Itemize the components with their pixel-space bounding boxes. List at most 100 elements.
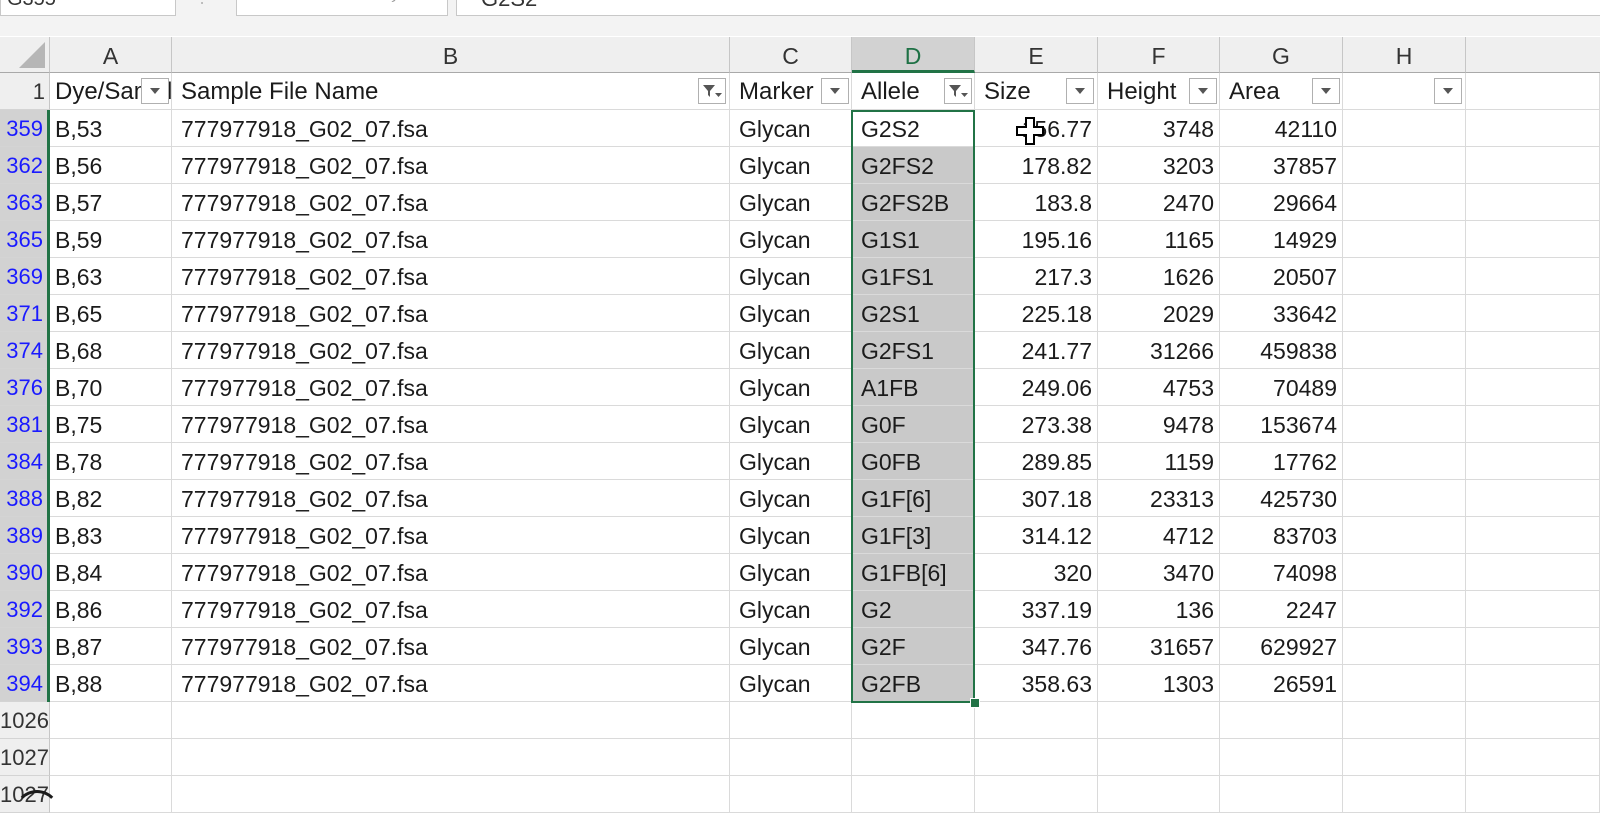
row-header[interactable]: 363 — [0, 184, 50, 221]
cell-size[interactable]: 249.06 — [975, 369, 1098, 406]
cell-size[interactable]: 273.38 — [975, 406, 1098, 443]
cell-allele[interactable]: G2FS1 — [852, 332, 975, 369]
cell-empty[interactable] — [1466, 480, 1600, 517]
cell-size[interactable]: 217.3 — [975, 258, 1098, 295]
cell-size[interactable]: 225.18 — [975, 295, 1098, 332]
cell-sample-file[interactable]: 777977918_G02_07.fsa — [172, 369, 730, 406]
cell-marker[interactable]: Glycan — [730, 258, 852, 295]
header-cell-d[interactable]: Allele — [852, 73, 975, 110]
cell-height[interactable]: 1159 — [1098, 443, 1220, 480]
cell-size[interactable]: 337.19 — [975, 591, 1098, 628]
cell-empty[interactable] — [1343, 702, 1466, 739]
row-header[interactable]: 389 — [0, 517, 50, 554]
column-header-e[interactable]: E — [975, 37, 1098, 73]
cell-empty[interactable] — [1466, 702, 1600, 739]
cell-area[interactable]: 629927 — [1220, 628, 1343, 665]
cell-area[interactable]: 29664 — [1220, 184, 1343, 221]
cell-size[interactable]: 347.76 — [975, 628, 1098, 665]
cell-sample-file[interactable]: 777977918_G02_07.fsa — [172, 591, 730, 628]
cell-area[interactable]: 42110 — [1220, 110, 1343, 147]
cell-empty[interactable] — [1466, 406, 1600, 443]
cell-marker[interactable]: Glycan — [730, 332, 852, 369]
cell-dye-sample[interactable]: B,84 — [50, 554, 172, 591]
cell-height[interactable]: 9478 — [1098, 406, 1220, 443]
cell-empty[interactable] — [1466, 739, 1600, 776]
cell-empty[interactable] — [1220, 776, 1343, 813]
cell-height[interactable]: 3470 — [1098, 554, 1220, 591]
cell-empty[interactable] — [1466, 258, 1600, 295]
cell-size[interactable]: 195.16 — [975, 221, 1098, 258]
cell-allele[interactable]: G1F[6] — [852, 480, 975, 517]
filter-dropdown-button-h[interactable] — [1434, 78, 1462, 104]
cell-empty[interactable] — [1466, 369, 1600, 406]
cell-marker[interactable]: Glycan — [730, 628, 852, 665]
filter-dropdown-button-a[interactable] — [141, 78, 169, 104]
cell-empty[interactable] — [1466, 147, 1600, 184]
cell-sample-file[interactable]: 777977918_G02_07.fsa — [172, 665, 730, 702]
cell-area[interactable]: 14929 — [1220, 221, 1343, 258]
cell-area[interactable]: 37857 — [1220, 147, 1343, 184]
cell-empty[interactable] — [1343, 110, 1466, 147]
cell-sample-file[interactable]: 777977918_G02_07.fsa — [172, 295, 730, 332]
filter-dropdown-button-c[interactable] — [821, 78, 849, 104]
cell-allele[interactable]: A1FB — [852, 369, 975, 406]
header-cell-c[interactable]: Marker — [730, 73, 852, 110]
fill-handle[interactable] — [970, 698, 980, 708]
cancel-icon[interactable]: × — [259, 0, 271, 2]
cell-height[interactable]: 4753 — [1098, 369, 1220, 406]
cell-dye-sample[interactable]: B,70 — [50, 369, 172, 406]
cell-size[interactable]: 178.82 — [975, 147, 1098, 184]
row-header[interactable]: 359 — [0, 110, 50, 147]
formula-input[interactable]: G2S2 — [456, 0, 1600, 16]
cell-empty[interactable] — [50, 776, 172, 813]
cell-empty[interactable] — [1098, 776, 1220, 813]
cell-empty[interactable] — [852, 739, 975, 776]
row-header[interactable]: 10269 — [0, 702, 50, 739]
cell-empty[interactable] — [1343, 406, 1466, 443]
row-header[interactable]: 362 — [0, 147, 50, 184]
cell-dye-sample[interactable]: B,63 — [50, 258, 172, 295]
cell-empty[interactable] — [975, 702, 1098, 739]
column-header-h[interactable]: H — [1343, 37, 1466, 73]
cell-size[interactable]: 241.77 — [975, 332, 1098, 369]
cell-dye-sample[interactable]: B,75 — [50, 406, 172, 443]
cell-size[interactable]: 289.85 — [975, 443, 1098, 480]
cell-empty[interactable] — [1466, 554, 1600, 591]
cell-sample-file[interactable]: 777977918_G02_07.fsa — [172, 443, 730, 480]
cell-sample-file[interactable]: 777977918_G02_07.fsa — [172, 221, 730, 258]
cell-empty[interactable] — [1343, 776, 1466, 813]
cell-size[interactable]: 358.63 — [975, 665, 1098, 702]
cell-dye-sample[interactable]: B,65 — [50, 295, 172, 332]
cell-area[interactable]: 26591 — [1220, 665, 1343, 702]
cell-marker[interactable]: Glycan — [730, 295, 852, 332]
cell-dye-sample[interactable]: B,59 — [50, 221, 172, 258]
row-header[interactable]: 10270 — [0, 739, 50, 776]
cell-empty[interactable] — [1466, 665, 1600, 702]
row-header[interactable]: 365 — [0, 221, 50, 258]
cell-height[interactable]: 1165 — [1098, 221, 1220, 258]
cell-dye-sample[interactable]: B,53 — [50, 110, 172, 147]
cell-height[interactable]: 136 — [1098, 591, 1220, 628]
cell-size[interactable]: 314.12 — [975, 517, 1098, 554]
cell-dye-sample[interactable]: B,68 — [50, 332, 172, 369]
cell-empty[interactable] — [1343, 147, 1466, 184]
cell-empty[interactable] — [852, 776, 975, 813]
cell-empty[interactable] — [1343, 665, 1466, 702]
cell-sample-file[interactable]: 777977918_G02_07.fsa — [172, 184, 730, 221]
cell-empty[interactable] — [730, 776, 852, 813]
row-header[interactable]: 388 — [0, 480, 50, 517]
cell-dye-sample[interactable]: B,56 — [50, 147, 172, 184]
cell-height[interactable]: 1626 — [1098, 258, 1220, 295]
cell-marker[interactable]: Glycan — [730, 406, 852, 443]
cell-area[interactable]: 425730 — [1220, 480, 1343, 517]
row-header-1[interactable]: 1 — [0, 73, 50, 110]
cell-dye-sample[interactable]: B,82 — [50, 480, 172, 517]
cell-sample-file[interactable]: 777977918_G02_07.fsa — [172, 332, 730, 369]
row-header[interactable]: 381 — [0, 406, 50, 443]
cell-empty[interactable] — [1466, 776, 1600, 813]
cell-marker[interactable]: Glycan — [730, 184, 852, 221]
cell-marker[interactable]: Glycan — [730, 443, 852, 480]
cell-sample-file[interactable]: 777977918_G02_07.fsa — [172, 258, 730, 295]
cell-sample-file[interactable]: 777977918_G02_07.fsa — [172, 517, 730, 554]
cell-allele[interactable]: G2FB — [852, 665, 975, 702]
